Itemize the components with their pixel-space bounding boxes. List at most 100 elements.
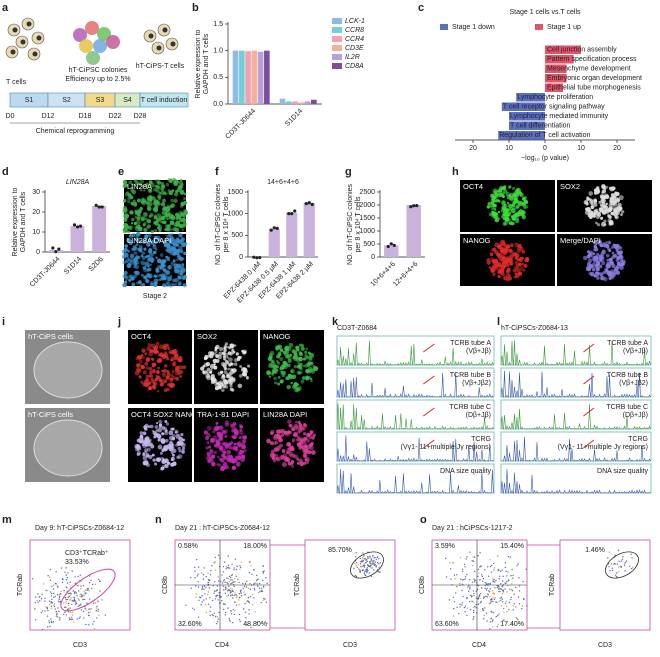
event [235, 604, 238, 606]
event [213, 562, 215, 564]
event [234, 601, 236, 603]
event [467, 590, 470, 592]
event [472, 564, 474, 567]
x-tick-label: 20 [469, 145, 477, 152]
signal [219, 447, 224, 452]
event [492, 600, 494, 603]
event [208, 579, 210, 582]
event [222, 571, 225, 573]
signal [147, 264, 150, 268]
signal [600, 197, 606, 203]
signal [158, 425, 162, 429]
signal [608, 241, 612, 245]
chart-title: Stage 1 cells vs.T cells [509, 9, 581, 16]
signal [238, 374, 243, 378]
y-axis-label: NO. of hT-CiPSC colonies [215, 184, 222, 265]
event [37, 601, 39, 603]
event [498, 590, 500, 593]
event [79, 616, 81, 618]
stage-label: S4 [123, 97, 132, 104]
event [198, 596, 201, 598]
event [361, 569, 364, 572]
event [258, 587, 261, 589]
event [618, 560, 620, 563]
signal [241, 439, 246, 444]
event [203, 599, 205, 601]
event [65, 598, 67, 601]
signal [610, 211, 614, 216]
event [80, 609, 83, 611]
event [205, 575, 207, 578]
event [72, 621, 75, 623]
event [612, 563, 615, 566]
signal [160, 181, 165, 186]
signal [142, 265, 147, 270]
event [463, 578, 465, 581]
event [494, 587, 496, 589]
signal [508, 185, 512, 189]
signal [491, 206, 495, 210]
event [492, 597, 494, 599]
signal [223, 357, 226, 361]
signal [135, 243, 139, 247]
event [216, 585, 219, 587]
stage-label: S3 [96, 97, 105, 104]
signal [170, 451, 174, 455]
image-label: hT-CiPS cells [28, 332, 73, 341]
event [72, 618, 74, 621]
signal [598, 207, 603, 212]
event [74, 591, 76, 593]
signal [514, 272, 517, 275]
trace-label: TCRG [628, 436, 648, 443]
event [370, 562, 372, 565]
event [473, 592, 475, 595]
gate-pct: 33.53% [65, 559, 89, 566]
signal [205, 436, 210, 441]
signal [174, 192, 179, 197]
event [260, 590, 263, 593]
signal [124, 244, 128, 248]
signal [277, 382, 281, 386]
signal [130, 248, 134, 251]
event [253, 587, 256, 590]
signal [592, 248, 597, 252]
event [53, 596, 55, 598]
image-label: OCT4 [131, 332, 151, 341]
event [266, 622, 269, 624]
event [226, 595, 228, 597]
signal [291, 427, 296, 432]
event [480, 565, 482, 567]
signal [147, 248, 153, 254]
signal [489, 252, 494, 257]
event [468, 600, 471, 603]
event [46, 615, 49, 617]
signal [595, 214, 601, 219]
signal [499, 248, 505, 253]
signal [127, 193, 132, 198]
event [228, 618, 230, 620]
x-tick-label: 0 [543, 145, 547, 152]
point [290, 211, 294, 216]
image-label: SOX2 [197, 332, 217, 341]
panel-letter: m [2, 514, 12, 526]
signal [135, 281, 140, 285]
signal [165, 237, 169, 242]
signal [160, 215, 166, 221]
event [615, 572, 618, 574]
signal [296, 435, 300, 439]
event [210, 570, 212, 572]
signal [512, 192, 517, 197]
panel-title: hT-CiPSCs-Z0684-13 [501, 325, 568, 332]
signal [175, 216, 179, 220]
event [262, 565, 264, 567]
bar [501, 102, 545, 111]
signal [158, 213, 162, 217]
event [217, 618, 219, 620]
event [254, 589, 256, 591]
signal [237, 455, 242, 460]
event [79, 574, 82, 576]
signal [600, 184, 606, 189]
signal [167, 189, 171, 193]
event [618, 571, 620, 573]
signal [178, 281, 182, 285]
